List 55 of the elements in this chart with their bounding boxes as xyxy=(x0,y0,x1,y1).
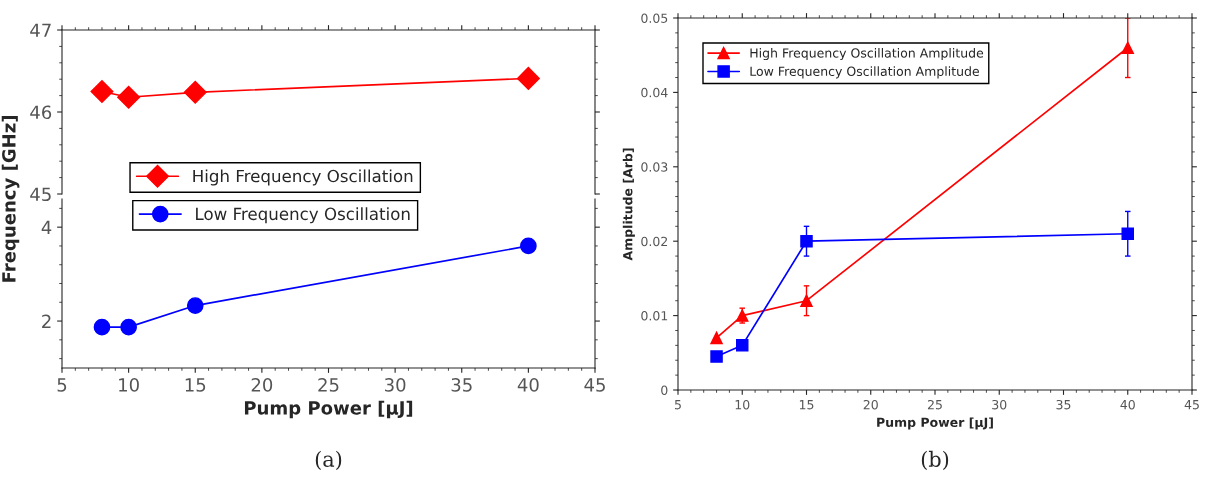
x-tick-label: 5 xyxy=(57,378,67,392)
point xyxy=(710,350,723,363)
point xyxy=(90,80,114,103)
point xyxy=(183,80,207,104)
y-tick-label: 47 xyxy=(30,23,51,37)
y-tick-label: 0.04 xyxy=(641,87,668,98)
x-tick-label: 40 xyxy=(517,378,539,392)
x-tick-label: 5 xyxy=(674,400,681,410)
y-tick-label: 46 xyxy=(30,105,52,120)
point xyxy=(93,318,111,336)
x-axis-title: Pump Power [μJ] xyxy=(877,417,993,430)
point xyxy=(1121,41,1135,55)
y-tick-label: 2 xyxy=(42,314,51,328)
y-tick-label: 0 xyxy=(661,385,668,395)
point xyxy=(710,331,723,345)
text: (b) xyxy=(921,450,949,470)
point xyxy=(1121,227,1135,241)
x-tick-label: 15 xyxy=(185,378,206,392)
x-tick-label: 35 xyxy=(451,378,472,392)
point xyxy=(800,234,813,248)
legend-label: High Frequency Oscillation xyxy=(193,169,413,186)
point xyxy=(800,294,813,307)
y-axis-title: Amplitude [Arb] xyxy=(622,148,635,261)
text: (a) xyxy=(315,450,342,470)
point xyxy=(520,237,537,255)
point xyxy=(735,339,749,352)
x-tick-label: 20 xyxy=(251,378,273,392)
y-tick-label: 0.05 xyxy=(641,13,668,23)
y-tick-label: 0.01 xyxy=(641,311,668,321)
y-tick-label: 45 xyxy=(30,187,51,202)
point xyxy=(735,309,749,322)
y-tick-label: 0.02 xyxy=(641,236,668,247)
x-tick-label: 20 xyxy=(863,399,878,410)
y-axis-title: Frequency [GHz] xyxy=(1,116,20,282)
legend-label: Low Frequency Oscillation Amplitude xyxy=(750,66,979,79)
x-tick-label: 35 xyxy=(1056,399,1071,410)
x-axis-title: Pump Power [μJ] xyxy=(244,400,413,419)
legend-label: Low Frequency Oscillation xyxy=(196,207,410,224)
point xyxy=(516,66,540,90)
x-tick-label: 30 xyxy=(385,378,406,392)
x-tick-label: 40 xyxy=(1120,399,1135,410)
point xyxy=(117,85,141,109)
x-tick-label: 25 xyxy=(927,399,942,410)
x-tick-label: 30 xyxy=(992,399,1007,410)
x-tick-label: 25 xyxy=(318,378,339,392)
x-tick-label: 10 xyxy=(119,378,139,392)
point xyxy=(120,318,137,336)
y-tick-label: 4 xyxy=(41,220,52,235)
legend-label: High Frequency Oscillation Amplitude xyxy=(750,48,984,61)
x-tick-label: 15 xyxy=(799,400,814,410)
x-tick-label: 45 xyxy=(584,378,605,392)
x-tick-label: 45 xyxy=(1184,400,1199,410)
point xyxy=(186,297,204,314)
y-tick-label: 0.03 xyxy=(641,162,668,172)
x-tick-label: 10 xyxy=(735,399,750,410)
